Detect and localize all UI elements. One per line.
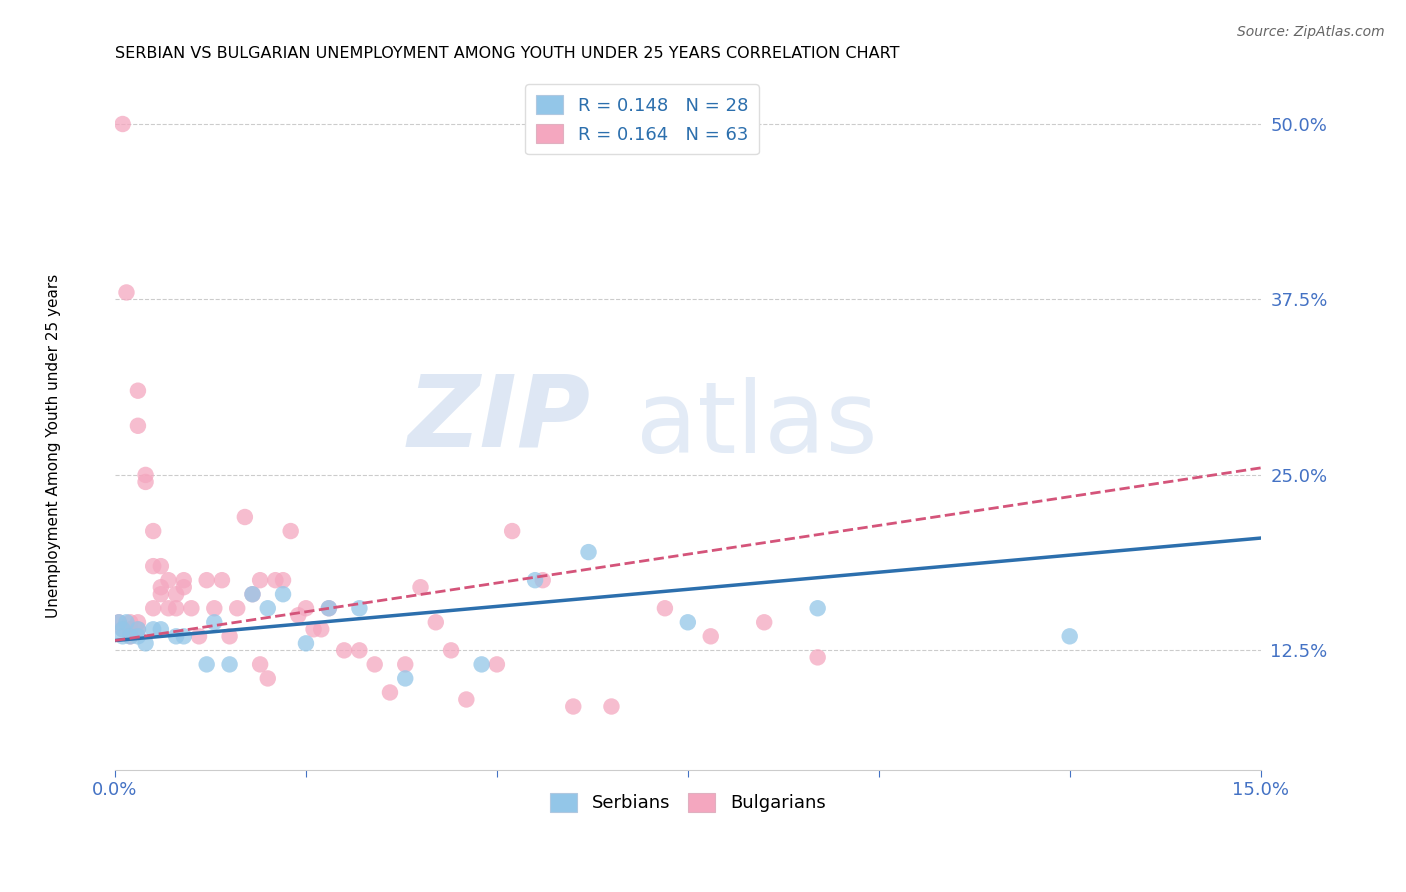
Point — [173, 573, 195, 587]
Point — [111, 623, 134, 637]
Point — [202, 601, 225, 615]
Point — [120, 629, 142, 643]
Point — [256, 672, 278, 686]
Point — [349, 643, 371, 657]
Text: Source: ZipAtlas.com: Source: ZipAtlas.com — [1237, 25, 1385, 39]
Point — [600, 699, 623, 714]
Point — [425, 615, 447, 630]
Point — [135, 467, 157, 482]
Point — [676, 615, 699, 630]
Point — [394, 657, 416, 672]
Point — [295, 601, 318, 615]
Point — [440, 643, 463, 657]
Point — [485, 657, 508, 672]
Point — [807, 650, 830, 665]
Point — [578, 545, 600, 559]
Point — [165, 601, 187, 615]
Point — [120, 629, 142, 643]
Point — [202, 615, 225, 630]
Point — [226, 601, 249, 615]
Point — [754, 615, 776, 630]
Point — [700, 629, 723, 643]
Point — [195, 573, 218, 587]
Point — [242, 587, 264, 601]
Point — [318, 601, 340, 615]
Point — [127, 623, 149, 637]
Point — [127, 629, 149, 643]
Point — [127, 418, 149, 433]
Point — [409, 580, 432, 594]
Point — [271, 573, 294, 587]
Point — [111, 117, 134, 131]
Point — [249, 657, 271, 672]
Point — [218, 657, 240, 672]
Point — [180, 601, 202, 615]
Point — [165, 587, 187, 601]
Point — [142, 559, 165, 574]
Point — [111, 629, 134, 643]
Point — [524, 573, 547, 587]
Point — [349, 601, 371, 615]
Point — [127, 384, 149, 398]
Point — [456, 692, 478, 706]
Point — [471, 657, 494, 672]
Point — [157, 601, 180, 615]
Point — [287, 608, 309, 623]
Point — [135, 475, 157, 489]
Point — [142, 623, 165, 637]
Point — [295, 636, 318, 650]
Point — [149, 559, 172, 574]
Point — [188, 629, 211, 643]
Point — [394, 672, 416, 686]
Point — [108, 615, 131, 630]
Point — [280, 524, 302, 538]
Point — [264, 573, 287, 587]
Point — [242, 587, 264, 601]
Point — [127, 623, 149, 637]
Point — [531, 573, 554, 587]
Legend: Serbians, Bulgarians: Serbians, Bulgarians — [543, 785, 832, 820]
Text: ZIP: ZIP — [408, 370, 591, 467]
Point — [115, 285, 138, 300]
Point — [108, 615, 131, 630]
Point — [309, 623, 332, 637]
Point — [195, 657, 218, 672]
Point — [142, 601, 165, 615]
Point — [333, 643, 356, 657]
Point — [271, 587, 294, 601]
Point — [562, 699, 585, 714]
Point — [249, 573, 271, 587]
Point — [115, 615, 138, 630]
Text: Unemployment Among Youth under 25 years: Unemployment Among Youth under 25 years — [46, 274, 60, 618]
Point — [363, 657, 385, 672]
Point — [501, 524, 523, 538]
Point — [127, 615, 149, 630]
Point — [157, 573, 180, 587]
Point — [149, 587, 172, 601]
Point — [218, 629, 240, 643]
Text: SERBIAN VS BULGARIAN UNEMPLOYMENT AMONG YOUTH UNDER 25 YEARS CORRELATION CHART: SERBIAN VS BULGARIAN UNEMPLOYMENT AMONG … — [115, 46, 900, 62]
Point — [654, 601, 676, 615]
Point — [211, 573, 233, 587]
Point — [165, 629, 187, 643]
Text: atlas: atlas — [636, 377, 877, 475]
Point — [233, 510, 256, 524]
Point — [111, 623, 134, 637]
Point — [149, 623, 172, 637]
Point — [256, 601, 278, 615]
Point — [1059, 629, 1081, 643]
Point — [173, 629, 195, 643]
Point — [142, 524, 165, 538]
Point — [120, 615, 142, 630]
Point — [120, 623, 142, 637]
Point — [173, 580, 195, 594]
Point — [807, 601, 830, 615]
Point — [135, 636, 157, 650]
Point — [378, 685, 401, 699]
Point — [318, 601, 340, 615]
Point — [149, 580, 172, 594]
Point — [302, 623, 325, 637]
